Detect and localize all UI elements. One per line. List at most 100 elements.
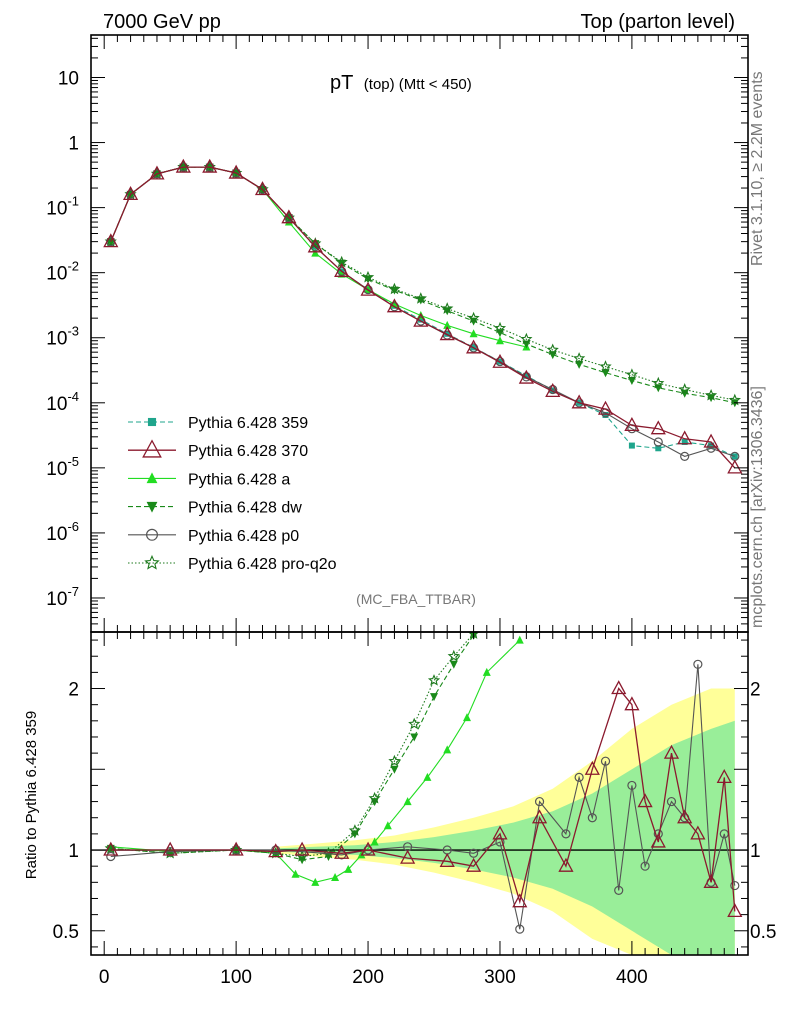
main-point-pp0 [653, 437, 663, 447]
ratio-point-p370 [663, 744, 680, 759]
main-series-pdw [106, 163, 739, 408]
main-point-pa [495, 336, 504, 345]
main-y-tick-label: 10-4 [46, 389, 79, 415]
ratio-y-tick-label-left: 2 [68, 680, 79, 701]
ratio-point-pp0 [600, 756, 611, 766]
main-point-pa [311, 248, 320, 257]
main-point-pq2o [361, 270, 375, 283]
main-point-p370 [413, 312, 429, 327]
ratio-point-pp0 [574, 772, 584, 782]
main-point-pq2o [388, 282, 401, 295]
ratio-point-p370 [334, 844, 350, 859]
legend-label: Pythia 6.428 370 [188, 443, 308, 460]
header-left: 7000 GeV pp [103, 11, 221, 33]
main-point-p370 [307, 238, 323, 253]
main-point-p370 [360, 281, 376, 296]
main-point-p359 [523, 372, 530, 379]
ratio-point-pq2o [447, 649, 461, 662]
ratio-line-pq2o [110, 633, 475, 858]
ratio-point-p370 [228, 841, 244, 856]
main-point-p370 [122, 185, 139, 200]
main-point-p359 [628, 442, 635, 449]
main-point-pdw [627, 377, 636, 386]
ratio-point-pa [443, 745, 452, 754]
ratio-point-pp0 [271, 845, 281, 855]
ratio-point-p370 [624, 696, 640, 711]
legend-marker [146, 501, 158, 513]
main-point-pdw [601, 369, 610, 378]
ratio-point-pa [462, 713, 471, 722]
main-series-p370 [103, 158, 743, 474]
ratio-point-pp0 [693, 659, 703, 669]
ratio-y-tick-label-right: 0.5 [750, 922, 776, 943]
ratio-series-p370 [103, 680, 743, 918]
main-point-pp0 [521, 372, 531, 382]
main-point-p359 [417, 316, 424, 323]
main-point-pp0 [680, 451, 690, 462]
plot-title-sub: (top) (Mtt < 450) [364, 76, 472, 93]
main-point-pdw [575, 360, 584, 369]
legend-marker [144, 554, 160, 570]
main-series-pa [106, 162, 531, 351]
main-point-pq2o [520, 332, 533, 345]
main-point-pq2o [467, 311, 480, 324]
x-tick-label: 300 [484, 967, 516, 988]
main-y-tick-label: 10-1 [46, 194, 79, 220]
ratio-point-p370 [611, 680, 627, 695]
main-point-p359 [681, 438, 688, 445]
main-line-pdw [110, 166, 735, 404]
ratio-point-pp0 [561, 829, 571, 839]
ratio-point-p370 [465, 857, 482, 872]
ratio-point-pa [383, 821, 392, 830]
ratio-point-pa [370, 837, 379, 846]
main-point-pa [337, 269, 346, 278]
ratio-point-pq2o [427, 674, 441, 686]
legend-entry-pp0: Pythia 6.428 p0 [128, 528, 299, 545]
main-y-tick-label: 10 [58, 68, 79, 89]
main-point-pq2o [573, 352, 586, 364]
ratio-point-pa [515, 635, 524, 644]
ratio-point-p370 [637, 793, 653, 808]
ratio-point-pp0 [666, 796, 677, 807]
main-point-pq2o [440, 302, 454, 314]
ratio-point-pp0 [495, 837, 505, 847]
ratio-point-pp0 [614, 885, 624, 896]
main-point-pq2o [678, 383, 691, 395]
legend-entry-p370: Pythia 6.428 370 [128, 439, 308, 460]
ratio-point-p370 [360, 841, 376, 856]
ratio-point-pa [344, 864, 353, 873]
main-point-pp0 [706, 443, 716, 453]
ratio-point-p370 [294, 841, 310, 856]
ratio-line-pp0 [110, 664, 736, 930]
main-point-p370 [571, 394, 587, 409]
ratio-y-tick-label-left: 0.5 [53, 922, 79, 943]
ratio-point-pdw [430, 693, 439, 702]
main-point-p370 [386, 298, 403, 313]
ratio-series-pq2o [104, 632, 480, 862]
ratio-point-pdw [449, 660, 458, 669]
main-point-p370 [202, 158, 218, 173]
main-point-pq2o [414, 292, 427, 304]
main-point-pq2o [625, 368, 639, 380]
main-point-pq2o [493, 321, 507, 334]
ratio-point-pp0 [534, 796, 545, 807]
ratio-line-pdw [110, 634, 475, 861]
ratio-point-pq2o [368, 791, 381, 804]
ratio-point-pp0 [730, 880, 740, 891]
main-point-p359 [549, 387, 556, 394]
legend-marker [147, 417, 157, 427]
main-point-pq2o [599, 360, 612, 372]
legend-marker [146, 472, 158, 484]
ratio-point-pq2o [388, 754, 401, 767]
main-line-pa [110, 166, 527, 348]
ratio-point-pp0 [106, 851, 116, 862]
ratio-point-pa [291, 869, 300, 878]
main-point-p370 [597, 400, 614, 415]
ratio-point-pa [423, 772, 432, 781]
main-point-p370 [254, 181, 271, 196]
main-point-pq2o [546, 343, 559, 356]
ratio-point-pq2o [104, 841, 117, 854]
header-right: Top (parton level) [580, 11, 735, 33]
ratio-point-p370 [268, 843, 284, 858]
